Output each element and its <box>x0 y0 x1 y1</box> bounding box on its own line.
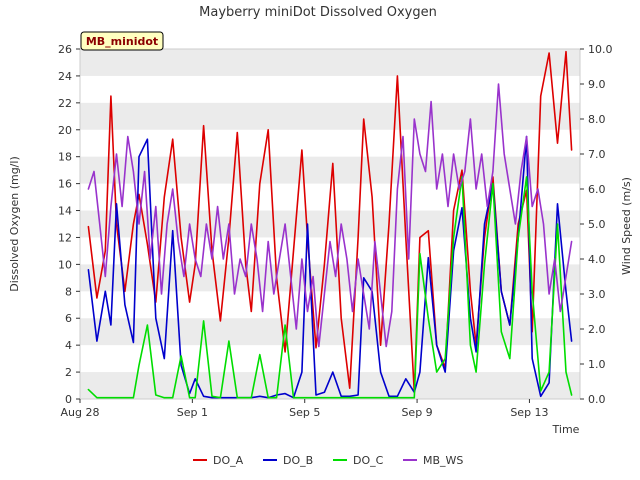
legend-label-do-b: DO_B <box>283 454 313 467</box>
y-tick-label: 26 <box>58 43 72 56</box>
x-tick-label: Sep 13 <box>510 406 548 419</box>
y-tick-label: 0 <box>65 393 72 406</box>
y2-tick-label: 1.0 <box>588 358 606 371</box>
y-tick-label: 2 <box>65 366 72 379</box>
station-badge-label: MB_minidot <box>86 35 158 48</box>
y-axis-title: Dissolved Oxygen (mg/l) <box>8 156 21 291</box>
background-band <box>80 372 580 399</box>
y-tick-label: 12 <box>58 231 72 244</box>
y-tick-label: 10 <box>58 258 72 271</box>
y2-tick-label: 10.0 <box>588 43 613 56</box>
background-bands <box>80 49 580 399</box>
y-tick-label: 16 <box>58 178 72 191</box>
y-tick-label: 18 <box>58 151 72 164</box>
y-tick-label: 22 <box>58 97 72 110</box>
x-tick-label: Sep 5 <box>289 406 320 419</box>
legend-label-do-a: DO_A <box>213 454 244 467</box>
y-tick-label: 6 <box>65 312 72 325</box>
station-badge-box <box>80 31 164 51</box>
y2-tick-label: 8.0 <box>588 113 606 126</box>
y-tick-label: 4 <box>65 339 72 352</box>
y2-tick-label: 7.0 <box>588 148 606 161</box>
y2-tick-label: 2.0 <box>588 323 606 336</box>
y-tick-label: 14 <box>58 205 72 218</box>
legend-label-do-c: DO_C <box>353 454 384 467</box>
x-axis-title: Time <box>552 423 580 436</box>
x-axis: Aug 28 Sep 1 Sep 5 Sep 9 Sep 13 <box>61 399 549 419</box>
legend-label-mb-ws: MB_WS <box>423 454 463 467</box>
y-axis-right: 0.0 1.0 2.0 3.0 4.0 5.0 6.0 7.0 8.0 9.0 10.0 <box>580 43 613 406</box>
y-tick-label: 24 <box>58 70 72 83</box>
x-tick-label: Sep 9 <box>401 406 432 419</box>
y2-tick-label: 5.0 <box>588 218 606 231</box>
x-tick-label: Sep 1 <box>177 406 208 419</box>
background-band <box>80 156 580 184</box>
station-badge: MB_minidot <box>80 31 164 51</box>
legend: DO_A DO_B DO_C MB_WS <box>193 454 463 467</box>
y2-tick-label: 6.0 <box>588 183 606 196</box>
background-band <box>80 102 580 130</box>
y2-tick-label: 4.0 <box>588 253 606 266</box>
series-line-mb-ws <box>87 83 573 348</box>
background-band <box>80 318 580 346</box>
y-tick-label: 20 <box>58 124 72 137</box>
x-tick-label: Aug 28 <box>61 406 100 419</box>
y2-axis-title: Wind Speed (m/s) <box>620 177 633 275</box>
chart-title: Mayberry miniDot Dissolved Oxygen <box>199 5 437 20</box>
y-tick-label: 8 <box>65 285 72 298</box>
y2-tick-label: 9.0 <box>588 78 606 91</box>
background-band <box>80 49 580 76</box>
series-line-do-c <box>87 176 573 399</box>
series-layer <box>87 50 573 399</box>
y2-tick-label: 0.0 <box>588 393 606 406</box>
y2-tick-label: 3.0 <box>588 288 606 301</box>
